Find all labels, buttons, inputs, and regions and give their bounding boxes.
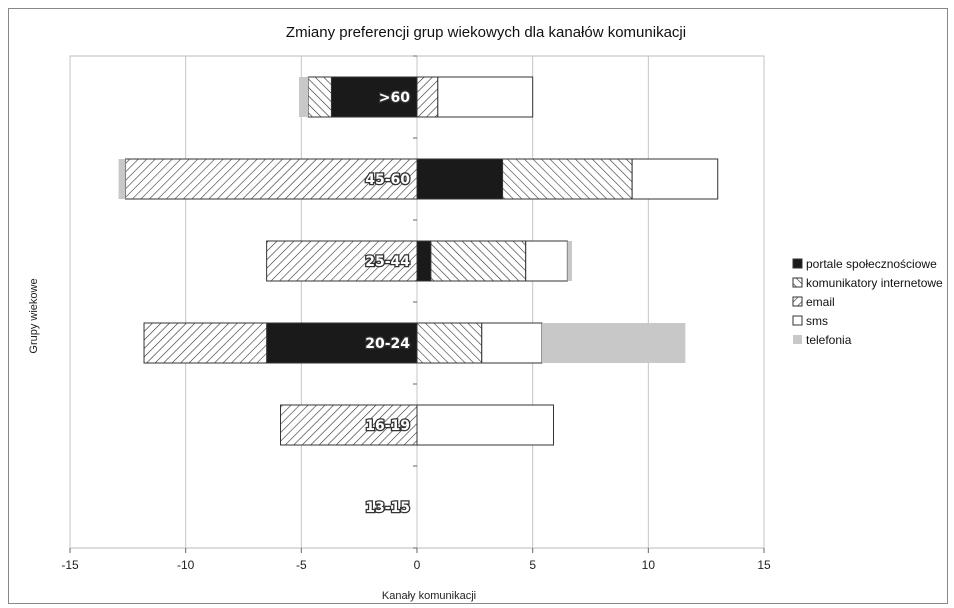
y-axis-label: Grupy wiekowe xyxy=(28,278,40,353)
x-tick-label: 0 xyxy=(414,558,421,572)
bar-telefonia->60 xyxy=(299,77,309,117)
bar-sms-45-60 xyxy=(631,158,719,200)
legend-swatch xyxy=(792,277,803,288)
bar-sms-20-24 xyxy=(481,322,543,364)
category-label: >60 xyxy=(379,90,410,106)
legend-label: sms xyxy=(806,314,828,328)
bar-komunikatory-internetowe-20-24 xyxy=(416,322,483,364)
bar-email-20-24 xyxy=(143,322,268,364)
x-tick-label: -10 xyxy=(177,558,195,572)
bar-sms-25-44 xyxy=(525,240,568,282)
bar-portale-społecznościowe-25-44 xyxy=(416,240,432,282)
legend-swatch xyxy=(792,315,803,326)
legend-label: portale społecznościowe xyxy=(806,257,937,271)
x-tick-label: -5 xyxy=(296,558,307,572)
bar-telefonia-20-24 xyxy=(541,323,686,363)
bar-komunikatory-internetowe-25-44 xyxy=(430,240,527,282)
category-label: 25-44 xyxy=(365,254,410,270)
plot-area: >60 45-60 25-44 20-24 16-19 13-15 -15 -10 -5 0 5 1… xyxy=(61,55,771,572)
category-label: 45-60 xyxy=(365,172,410,188)
legend-swatch xyxy=(792,296,803,307)
bar-telefonia-25-44 xyxy=(567,241,572,281)
chart-title: Zmiany preferencji grup wiekowych dla ka… xyxy=(286,24,686,41)
chart-frame xyxy=(8,8,948,604)
category-label: 20-24 xyxy=(365,336,410,352)
bar-email->60 xyxy=(416,76,439,118)
bar-telefonia-45-60 xyxy=(118,159,126,199)
legend-label: telefonia xyxy=(806,333,852,347)
bar-komunikatory-internetowe-45-60 xyxy=(502,158,633,200)
category-label: 16-19 xyxy=(365,418,410,434)
legend-label: email xyxy=(806,295,835,309)
x-tick-label: 15 xyxy=(757,558,771,572)
bar-sms-16-19 xyxy=(416,404,554,446)
legend-swatch xyxy=(792,258,803,269)
bar-sms->60 xyxy=(437,76,534,118)
legend: portale społecznościowe komunikatory inte… xyxy=(792,257,943,347)
x-tick-label: 5 xyxy=(529,558,536,572)
bar-komunikatory-internetowe->60 xyxy=(307,76,332,118)
category-label: 13-15 xyxy=(365,500,410,516)
bar-email-25-44 xyxy=(266,240,418,282)
x-axis-label: Kanały komunikacji xyxy=(382,590,476,602)
bar-portale-społecznościowe->60 xyxy=(330,76,418,118)
x-tick-label: -15 xyxy=(61,558,79,572)
legend-label: komunikatory internetowe xyxy=(806,276,943,290)
legend-swatch xyxy=(793,335,802,344)
bar-portale-społecznościowe-45-60 xyxy=(416,158,504,200)
x-tick-label: 10 xyxy=(642,558,656,572)
